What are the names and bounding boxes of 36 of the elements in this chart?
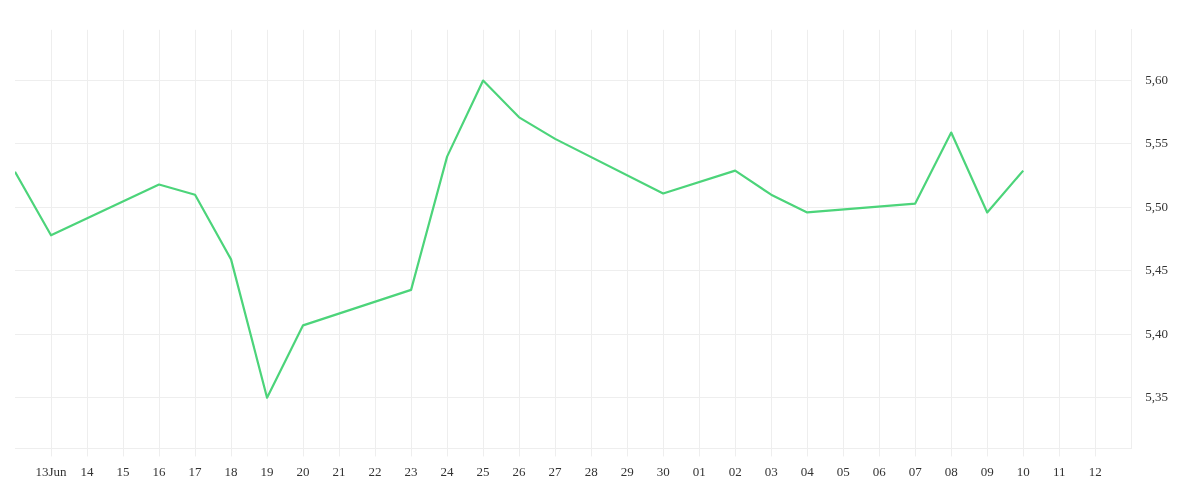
x-tick-label: 09 bbox=[980, 463, 994, 479]
y-tick-label: 5,40 bbox=[1145, 325, 1168, 341]
x-tick-label: 04 bbox=[800, 463, 815, 479]
x-tick-label: 22 bbox=[368, 463, 382, 479]
x-tick-label: 08 bbox=[944, 463, 958, 479]
y-tick-label: 5,50 bbox=[1145, 198, 1168, 214]
y-tick-label: 5,45 bbox=[1145, 262, 1168, 278]
x-tick-label: 02 bbox=[728, 463, 742, 479]
y-tick-label: 5,55 bbox=[1145, 135, 1168, 151]
x-tick-label: 19 bbox=[260, 463, 274, 479]
x-tick-label: 25 bbox=[476, 463, 490, 479]
x-tick-label: 21 bbox=[332, 463, 346, 479]
x-tick-label: 18 bbox=[224, 463, 238, 479]
x-tick-label: 06 bbox=[872, 463, 887, 479]
x-tick-label: 30 bbox=[656, 463, 670, 479]
x-tick-label: 07 bbox=[908, 463, 923, 479]
x-tick-label: 03 bbox=[764, 463, 778, 479]
x-tick-label: 15 bbox=[116, 463, 130, 479]
y-tick-label: 5,35 bbox=[1145, 389, 1168, 405]
x-tick-label: 10 bbox=[1016, 463, 1030, 479]
x-tick-label: 12 bbox=[1088, 463, 1102, 479]
x-tick-label: 13Jun bbox=[35, 463, 68, 479]
x-tick-label: 29 bbox=[620, 463, 634, 479]
x-tick-label: 20 bbox=[296, 463, 310, 479]
x-tick-label: 23 bbox=[404, 463, 418, 479]
x-tick-label: 16 bbox=[152, 463, 167, 479]
x-tick-label: 11 bbox=[1052, 463, 1066, 479]
x-tick-label: 27 bbox=[548, 463, 563, 479]
x-tick-label: 05 bbox=[836, 463, 850, 479]
x-tick-label: 28 bbox=[584, 463, 598, 479]
x-tick-label: 24 bbox=[440, 463, 455, 479]
x-tick-label: 26 bbox=[512, 463, 527, 479]
x-tick-label: 14 bbox=[80, 463, 95, 479]
x-tick-label: 01 bbox=[692, 463, 706, 479]
x-tick-label: 17 bbox=[188, 463, 203, 479]
y-tick-label: 5,60 bbox=[1145, 71, 1168, 87]
